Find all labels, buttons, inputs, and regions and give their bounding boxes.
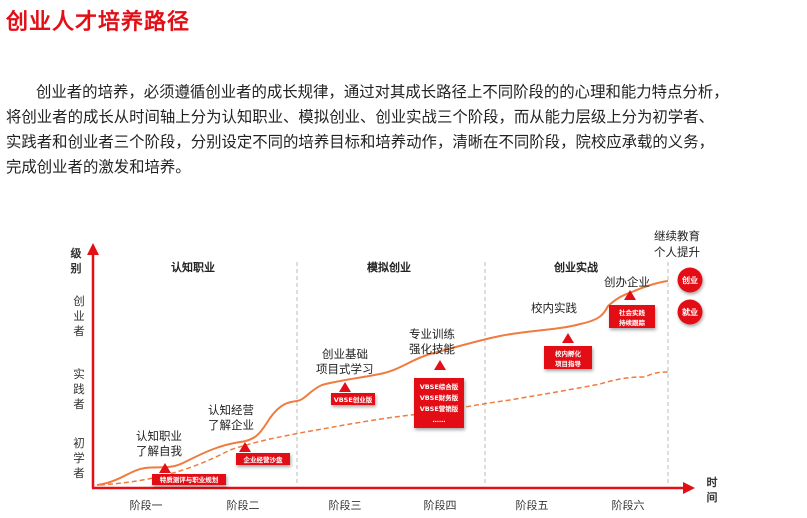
level-label: 实 [73,367,85,381]
paragraph-line: 实践者和创业者三个阶段，分别设定不同的培养目标和培养动作，清晰在不同阶段，院校应… [6,133,714,151]
phase-label: 创业实战 [553,260,598,274]
y-axis-label: 别 [70,261,82,275]
growth-curve [96,280,669,486]
level-label: 业 [73,309,85,323]
badge-text: 社会实践 [619,308,646,317]
stage-label: 阶段一 [130,498,163,512]
badge-text: …… [433,416,446,424]
stage-label: 阶段四 [424,498,457,512]
badge-text: 企业经营沙盘 [243,455,284,464]
outcome-label: 创业 [681,275,698,285]
y-axis-arrow [87,243,99,255]
level-label: 初 [73,436,85,450]
activity-badge [414,378,464,428]
y-axis-label: 级 [70,246,83,260]
intro-paragraph: 创业者的培养，必须遵循创业者的成长规律，通过对其成长路径上不同阶段的的心理和能力… [6,80,802,180]
milestone-label: 了解自我 [136,444,182,458]
milestone-label: 认知经营 [208,403,254,417]
stage-label: 阶段六 [612,498,645,512]
outcome-circle [677,267,703,293]
badge-text: 特质测评与职业规划 [160,475,219,484]
milestone-marker [562,333,574,343]
paragraph-line: 将创业者的成长从时间轴上分为认知职业、模拟创业、创业实战三个阶段，而从能力层级上… [6,108,714,126]
milestone-marker [339,382,351,392]
milestone-label: 创业基础 [322,347,368,361]
stage-label: 阶段五 [516,498,549,512]
x-axis-label: 时 [707,475,718,489]
level-label: 创 [73,294,85,308]
milestone-marker [239,442,251,452]
level-label: 践 [73,382,85,396]
badge-text: 校内孵化 [555,349,582,358]
level-label: 者 [73,397,85,411]
milestone-label: 个人提升 [654,245,700,259]
badge-text: 持续跟踪 [619,318,646,327]
page-title: 创业人才培养路径 [6,10,191,35]
milestone-label: 认知职业 [136,429,182,443]
x-axis-label: 间 [707,491,718,504]
milestone-label: 校内实践 [531,301,577,315]
milestone-label: 强化技能 [409,342,455,356]
stage-label: 阶段二 [227,498,260,512]
level-label: 者 [73,466,85,480]
activity-badge [544,346,592,369]
paragraph-line: 完成创业者的激发和培养。 [6,158,191,176]
level-label: 者 [73,324,85,338]
phase-label: 模拟创业 [367,260,411,274]
baseline-curve [99,371,669,486]
activity-badge [236,453,290,465]
badge-text: VBSE营销版 [420,404,459,413]
milestone-label: 项目式学习 [316,362,374,376]
outcome-circle [677,299,703,325]
milestone-marker [159,463,171,473]
paragraph-line: 创业者的培养，必须遵循创业者的成长规律，通过对其成长路径上不同阶段的的心理和能力… [36,83,729,101]
milestone-marker [624,290,636,300]
milestone-label: 专业训练 [409,327,455,341]
level-label: 学 [73,451,85,465]
badge-text: VBSE财务版 [420,393,459,402]
milestone-label: 创办企业 [604,275,650,289]
milestone-label: 了解企业 [208,418,254,432]
milestone-label: 继续教育 [654,229,700,243]
badge-text: VBSE综合版 [420,382,459,391]
activity-badge [609,305,655,328]
activity-badge [331,393,375,405]
phase-label: 认知职业 [171,260,215,274]
milestone-marker [434,360,446,370]
badge-text: VBSE创业版 [334,395,373,404]
outcome-label: 就业 [682,307,698,317]
badge-text: 项目指导 [555,359,582,368]
x-axis-arrow [683,482,695,494]
stage-label: 阶段三 [329,498,362,512]
activity-badge [152,474,226,485]
